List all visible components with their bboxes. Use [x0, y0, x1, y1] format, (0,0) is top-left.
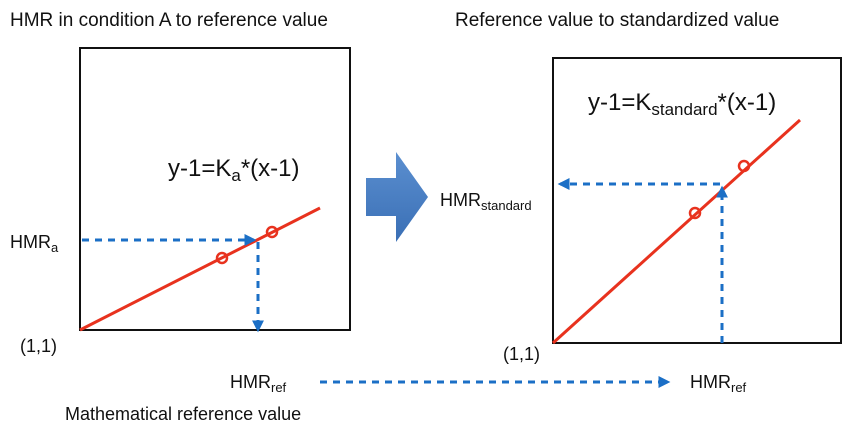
caption: Mathematical reference value: [65, 404, 301, 424]
right-point: [688, 206, 702, 220]
text-part: a: [51, 240, 59, 255]
right-y-label: HMRstandard: [440, 190, 532, 213]
text-part: a: [231, 166, 241, 185]
text-part: y-1=K: [588, 89, 651, 116]
text-part: y-1=K: [168, 155, 231, 182]
left-line: [79, 206, 321, 332]
text-part: standard: [481, 198, 532, 213]
right-equation: y-1=Kstandard*(x-1): [588, 89, 776, 119]
right-box: [552, 57, 842, 344]
transition-arrow: [366, 152, 428, 242]
left-y-label: HMRa: [10, 232, 59, 255]
from-label: HMRref: [230, 372, 287, 395]
right-line: [551, 118, 802, 345]
left-title: HMR in condition A to reference value: [10, 10, 328, 31]
left-point: [265, 225, 279, 239]
right-point: [737, 159, 751, 173]
text-part: HMR: [230, 372, 271, 392]
text-part: standard: [651, 100, 717, 119]
text-part: ref: [271, 380, 287, 395]
left-origin: (1,1): [20, 336, 57, 356]
right-origin: (1,1): [503, 344, 540, 364]
to-label: HMRref: [690, 372, 747, 395]
left-point: [215, 251, 229, 265]
text-part: ref: [731, 380, 747, 395]
text-part: *(x-1): [718, 89, 777, 116]
text-part: HMR: [10, 232, 51, 252]
left-equation: y-1=Ka*(x-1): [168, 155, 300, 185]
text-part: *(x-1): [241, 155, 300, 182]
right-title: Reference value to standardized value: [455, 10, 779, 31]
left-box: [79, 47, 351, 331]
text-part: HMR: [690, 372, 731, 392]
text-part: HMR: [440, 190, 481, 210]
